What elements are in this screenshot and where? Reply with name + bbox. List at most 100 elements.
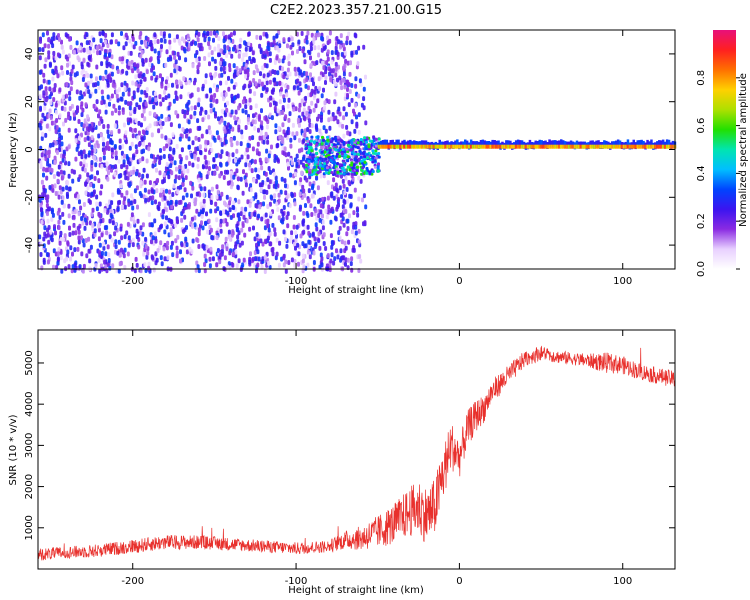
heatmap-cell [511, 144, 514, 149]
heatmap-cell [359, 155, 363, 159]
heatmap-cell [308, 168, 312, 172]
heatmap-cell [152, 104, 156, 110]
heatmap-cell [312, 250, 316, 256]
heatmap-cell [332, 260, 336, 266]
heatmap-cell [195, 237, 199, 243]
heatmap-cell [389, 144, 392, 149]
heatmap-cell [39, 241, 43, 247]
heatmap-cell [116, 189, 120, 195]
heatmap-cell [507, 140, 510, 148]
heatmap-cell [41, 131, 45, 137]
heatmap-cell [120, 82, 124, 88]
heatmap-cell [153, 111, 157, 117]
heatmap-cell [306, 30, 310, 36]
heatmap-cell [374, 165, 377, 169]
heatmap-cell [78, 95, 82, 101]
heatmap-cell [290, 193, 294, 199]
heatmap-cell [658, 140, 661, 148]
heatmap-cell [244, 73, 248, 79]
heatmap-cell [265, 63, 269, 69]
heatmap-cell [203, 253, 207, 259]
heatmap-cell [210, 186, 214, 192]
heatmap-cell [107, 170, 110, 176]
heatmap-cell [264, 32, 268, 37]
heatmap-cell [336, 170, 340, 174]
heatmap-cell [340, 152, 344, 156]
heatmap-cell [83, 217, 87, 223]
heatmap-cell [187, 136, 191, 142]
heatmap-cell [105, 63, 109, 69]
heatmap-cell [108, 218, 112, 224]
heatmap-cell [164, 135, 168, 141]
heatmap-cell [309, 62, 313, 68]
heatmap-cell [313, 236, 317, 242]
heatmap-cell [618, 144, 622, 149]
heatmap-cell [238, 157, 242, 163]
heatmap-cell [50, 207, 54, 213]
heatmap-cell [540, 144, 543, 149]
heatmap-cell [148, 195, 152, 201]
heatmap-cell [185, 192, 189, 198]
heatmap-cell [277, 125, 281, 131]
heatmap-cell [111, 82, 115, 88]
heatmap-cell [171, 252, 175, 258]
heatmap-cell [87, 236, 91, 242]
heatmap-cell [296, 85, 300, 91]
heatmap-cell [114, 108, 118, 113]
heatmap-cell [230, 173, 233, 179]
heatmap-cell [287, 151, 291, 157]
heatmap-cell [200, 213, 204, 219]
heatmap-cell [309, 46, 313, 52]
heatmap-cell [107, 133, 111, 139]
heatmap-cell [241, 99, 245, 105]
heatmap-cell [86, 172, 90, 178]
heatmap-cell [208, 263, 212, 269]
heatmap-cell [154, 251, 158, 257]
heatmap-cell [213, 170, 217, 176]
heatmap-cell [77, 239, 81, 245]
heatmap-cell [99, 116, 103, 122]
heatmap-cell [196, 87, 200, 93]
heatmap-cell [342, 71, 346, 77]
heatmap-cell [131, 237, 135, 243]
heatmap-cell [267, 166, 271, 171]
heatmap-cell [86, 61, 90, 67]
heatmap-cell [552, 144, 555, 149]
heatmap-cell [203, 37, 207, 43]
heatmap-cell [86, 73, 90, 78]
heatmap-cell [87, 80, 90, 86]
heatmap-cell [362, 105, 366, 111]
heatmap-cell [314, 222, 318, 228]
heatmap-cell [124, 32, 128, 38]
heatmap-cell [317, 213, 321, 219]
heatmap-cell [273, 227, 277, 233]
heatmap-cell [140, 49, 144, 55]
heatmap-cell [259, 71, 262, 77]
heatmap-cell [136, 87, 140, 93]
heatmap-cell [69, 86, 73, 92]
heatmap-cell [155, 188, 159, 194]
heatmap-cell [138, 230, 142, 236]
heatmap-cell [460, 144, 463, 149]
heatmap-cell [336, 162, 339, 165]
heatmap-cell [161, 97, 165, 103]
heatmap-cell [66, 62, 69, 68]
heatmap-cell [638, 140, 641, 148]
heatmap-cell [218, 195, 222, 201]
heatmap-cell [349, 261, 353, 267]
heatmap-cell [139, 31, 143, 36]
heatmap-cell [142, 108, 146, 114]
heatmap-cell [157, 201, 161, 207]
heatmap-cell [230, 78, 234, 84]
heatmap-cell [314, 103, 318, 109]
heatmap-cell [345, 35, 349, 41]
heatmap-cell [438, 144, 441, 149]
heatmap-cell [338, 163, 342, 167]
heatmap-cell [248, 162, 251, 168]
heatmap-cell [117, 173, 121, 179]
heatmap-cell [234, 120, 238, 126]
heatmap-cell [385, 144, 389, 149]
heatmap-cell [202, 203, 206, 209]
heatmap-cell [469, 139, 473, 147]
heatmap-cell [264, 76, 268, 81]
